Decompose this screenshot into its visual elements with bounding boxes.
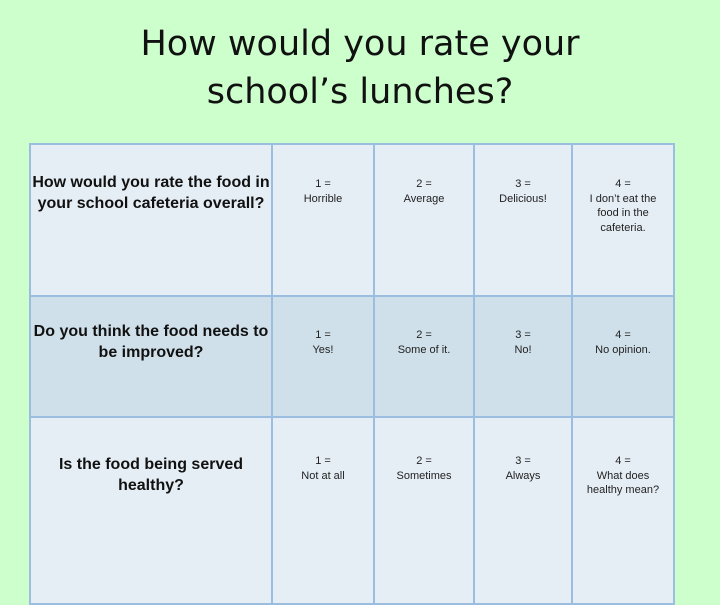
option-cell: 3 = No!	[473, 295, 573, 418]
option-number: 4 =	[615, 329, 631, 341]
option-cell: 2 = Sometimes	[373, 416, 475, 605]
option-label: Horrible	[303, 192, 343, 205]
option-cell: 1 = Yes!	[271, 295, 375, 418]
slide-title: How would you rate your school’s lunches…	[60, 20, 660, 116]
table-row: Do you think the food needs to be improv…	[29, 295, 675, 418]
option-label: Average	[403, 192, 445, 205]
option-label: Sometimes	[396, 469, 452, 482]
option-label: What does healthy mean?	[586, 469, 660, 497]
option-cell: 4 = I don’t eat the food in the cafeteri…	[571, 143, 675, 297]
option-number: 3 =	[515, 178, 531, 190]
table-row: How would you rate the food in your scho…	[29, 143, 675, 297]
option-cell: 2 = Some of it.	[373, 295, 475, 418]
option-cell: 4 = No opinion.	[571, 295, 675, 418]
option-label: Delicious!	[499, 192, 547, 205]
option-cell: 3 = Always	[473, 416, 573, 605]
option-number: 2 =	[416, 329, 432, 341]
option-number: 4 =	[615, 455, 631, 467]
table-row: Is the food being served healthy? 1 = No…	[29, 416, 675, 605]
option-cell: 3 = Delicious!	[473, 143, 573, 297]
question-cell: Do you think the food needs to be improv…	[29, 295, 273, 418]
option-label: No opinion.	[595, 343, 651, 356]
option-label: No!	[514, 343, 532, 356]
option-cell: 1 = Horrible	[271, 143, 375, 297]
option-label: Some of it.	[397, 343, 451, 356]
option-number: 1 =	[315, 329, 331, 341]
option-label: Not at all	[301, 469, 345, 482]
option-number: 3 =	[515, 329, 531, 341]
option-cell: 1 = Not at all	[271, 416, 375, 605]
option-number: 1 =	[315, 178, 331, 190]
option-number: 2 =	[416, 178, 432, 190]
title-line-2: school’s lunches?	[206, 72, 514, 112]
option-label: I don’t eat the food in the cafeteria.	[589, 192, 657, 234]
rating-table: How would you rate the food in your scho…	[29, 143, 675, 605]
option-number: 2 =	[416, 455, 432, 467]
option-label: Yes!	[312, 343, 334, 356]
title-line-1: How would you rate your	[140, 24, 580, 64]
option-number: 1 =	[315, 455, 331, 467]
question-cell: How would you rate the food in your scho…	[29, 143, 273, 297]
option-cell: 2 = Average	[373, 143, 475, 297]
option-number: 3 =	[515, 455, 531, 467]
question-cell: Is the food being served healthy?	[29, 416, 273, 605]
option-cell: 4 = What does healthy mean?	[571, 416, 675, 605]
option-label: Always	[505, 469, 541, 482]
option-number: 4 =	[615, 178, 631, 190]
